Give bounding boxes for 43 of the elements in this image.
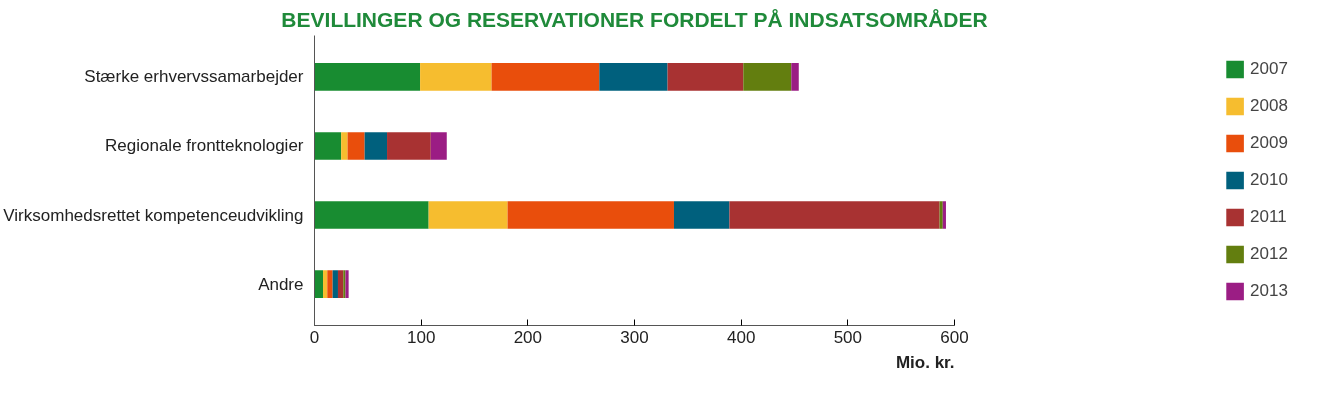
legend-label: 2008 [1250, 96, 1288, 116]
bar [323, 270, 328, 298]
bar [743, 63, 792, 91]
bar [673, 201, 730, 229]
chart-title: BEVILLINGER OG RESERVATIONER FORDELT PÅ INDSATSOMRÅDER [281, 7, 988, 31]
y-tick-label: Regionale frontteknologier [105, 136, 304, 156]
bar [599, 63, 668, 91]
legend-label: 2009 [1250, 133, 1288, 153]
legend-label: 2010 [1250, 170, 1288, 190]
bar [507, 201, 674, 229]
y-tick-label: Virksomhedsrettet kompetenceudvikling [3, 205, 304, 225]
bar [314, 63, 421, 91]
bar [667, 63, 744, 91]
y-tick-label: Andre [258, 274, 304, 294]
bar [387, 132, 431, 160]
x-tick-label: 0 [309, 327, 320, 347]
bar [729, 201, 940, 229]
bar [428, 201, 508, 229]
x-tick-label: 400 [726, 327, 756, 347]
bar [314, 270, 324, 298]
bar [314, 132, 342, 160]
bar [491, 63, 600, 91]
x-tick-label: 300 [620, 327, 649, 347]
legend-label: 2011 [1250, 207, 1287, 227]
x-axis-title: Mio. kr. [895, 352, 955, 372]
legend-label: 2007 [1250, 59, 1288, 79]
x-tick-label: 500 [833, 327, 863, 347]
bar [430, 132, 447, 160]
bar [327, 270, 333, 298]
legend-label: 2012 [1250, 244, 1288, 264]
legend-label: 2013 [1250, 281, 1288, 301]
bar [314, 201, 429, 229]
x-tick-label: 100 [406, 327, 436, 347]
bar [420, 63, 492, 91]
bar [364, 132, 388, 160]
bar [791, 63, 799, 91]
bar [341, 132, 348, 160]
x-tick-label: 200 [513, 327, 543, 347]
bar [332, 270, 338, 298]
y-tick-label: Stærke erhvervssamarbejder [84, 67, 304, 87]
bar [337, 270, 344, 298]
x-tick-label: 600 [940, 327, 969, 347]
bar [347, 132, 365, 160]
